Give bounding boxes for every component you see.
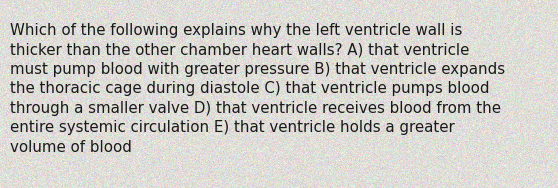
- Text: Which of the following explains why the left ventricle wall is
thicker than the : Which of the following explains why the …: [10, 23, 505, 155]
